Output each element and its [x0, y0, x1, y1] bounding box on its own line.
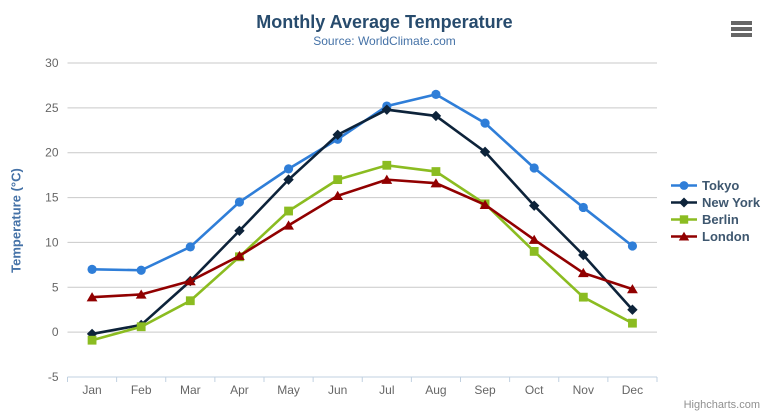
series-tokyo-point[interactable]: [431, 89, 441, 99]
series-london-point[interactable]: [332, 190, 344, 200]
x-tick-label: Dec: [622, 383, 643, 397]
series-line-berlin[interactable]: [91, 163, 634, 342]
series-london-point[interactable]: [577, 267, 589, 278]
series-berlin-point[interactable]: [628, 318, 637, 328]
x-tick-label: Jun: [328, 383, 347, 397]
export-menu-button[interactable]: [731, 21, 752, 37]
series-tokyo-point[interactable]: [136, 265, 146, 275]
chart-title: Monthly Average Temperature: [256, 12, 513, 32]
series-berlin-point[interactable]: [185, 296, 195, 306]
hamburger-icon: [731, 21, 752, 25]
series-berlin-point[interactable]: [136, 322, 146, 332]
y-tick-label: 25: [45, 101, 59, 115]
x-tick-label: Aug: [425, 383, 446, 397]
hamburger-icon: [731, 27, 752, 31]
y-tick-label: 0: [52, 325, 59, 339]
legend-item-tokyo[interactable]: Tokyo: [671, 177, 760, 194]
x-tick-label: May: [277, 383, 300, 397]
series-london-point[interactable]: [627, 284, 638, 294]
y-tick-label: 5: [52, 280, 59, 294]
series-london-point[interactable]: [234, 250, 245, 261]
series-tokyo-point[interactable]: [480, 118, 490, 128]
x-tick-label: Jan: [82, 383, 101, 397]
series-berlin-point[interactable]: [333, 175, 343, 185]
series-london-point[interactable]: [135, 289, 147, 299]
highcharts-credits[interactable]: Highcharts.com: [683, 399, 760, 411]
y-tick-label: 20: [45, 146, 59, 160]
series-tokyo-point[interactable]: [283, 164, 294, 174]
series-tokyo-point[interactable]: [87, 264, 97, 274]
legend-item-london[interactable]: London: [671, 228, 760, 245]
hamburger-icon: [731, 33, 752, 37]
series-tokyo-point[interactable]: [627, 241, 638, 251]
series-new-york-point[interactable]: [528, 200, 540, 211]
series-new-york-point[interactable]: [381, 104, 393, 115]
x-tick-label: Sep: [474, 383, 496, 397]
series-berlin-point[interactable]: [87, 335, 97, 345]
x-tick-label: Oct: [525, 383, 544, 397]
x-tick-label: Nov: [573, 383, 594, 397]
legend: Tokyo New York Berlin London: [671, 177, 760, 245]
series-london-point[interactable]: [283, 220, 294, 230]
series-london-point[interactable]: [184, 276, 196, 286]
series-london-point[interactable]: [528, 234, 540, 244]
chart-subtitle: Source: WorldClimate.com: [313, 34, 456, 48]
legend-label: Tokyo: [702, 178, 740, 193]
y-tick-label: 15: [45, 191, 59, 205]
series-london-point[interactable]: [86, 292, 98, 302]
triangle-legend-icon: [671, 231, 697, 241]
series-berlin-point[interactable]: [578, 292, 588, 302]
diamond-legend-icon: [671, 197, 697, 208]
y-tick-label: 10: [45, 235, 59, 249]
x-tick-label: Apr: [230, 383, 249, 397]
series-tokyo-point[interactable]: [529, 163, 539, 173]
square-legend-icon: [671, 215, 697, 224]
series-line-new-york[interactable]: [91, 108, 634, 336]
series-berlin-point[interactable]: [529, 247, 539, 256]
series-new-york-point[interactable]: [430, 110, 442, 122]
series-tokyo-point[interactable]: [578, 202, 588, 213]
series-new-york-point[interactable]: [578, 249, 589, 261]
series-tokyo-point[interactable]: [234, 197, 245, 207]
y-tick-label: 30: [45, 56, 59, 70]
series-new-york-point[interactable]: [627, 304, 638, 315]
series-london-point[interactable]: [479, 199, 491, 209]
legend-label: Berlin: [702, 212, 739, 227]
legend-item-berlin[interactable]: Berlin: [671, 211, 760, 228]
circle-legend-icon: [671, 181, 697, 190]
x-tick-label: Mar: [180, 383, 201, 397]
series-new-york-point[interactable]: [479, 146, 491, 158]
series-london-point[interactable]: [430, 178, 442, 188]
series-new-york-point[interactable]: [283, 174, 294, 185]
series-new-york-point[interactable]: [234, 225, 245, 236]
series-london-point[interactable]: [381, 174, 393, 184]
series-tokyo-point[interactable]: [185, 242, 195, 252]
series-berlin-point[interactable]: [431, 167, 441, 176]
legend-label: New York: [702, 195, 761, 210]
series-line-london[interactable]: [91, 178, 633, 299]
series-new-york-point[interactable]: [332, 129, 343, 140]
legend-label: London: [702, 229, 750, 244]
x-tick-label: Feb: [131, 383, 152, 397]
y-tick-label: -5: [48, 370, 59, 384]
series-berlin-point[interactable]: [284, 206, 293, 216]
series-berlin-point[interactable]: [382, 160, 392, 170]
x-tick-label: Jul: [379, 383, 394, 397]
legend-item-new-york[interactable]: New York: [671, 194, 760, 211]
